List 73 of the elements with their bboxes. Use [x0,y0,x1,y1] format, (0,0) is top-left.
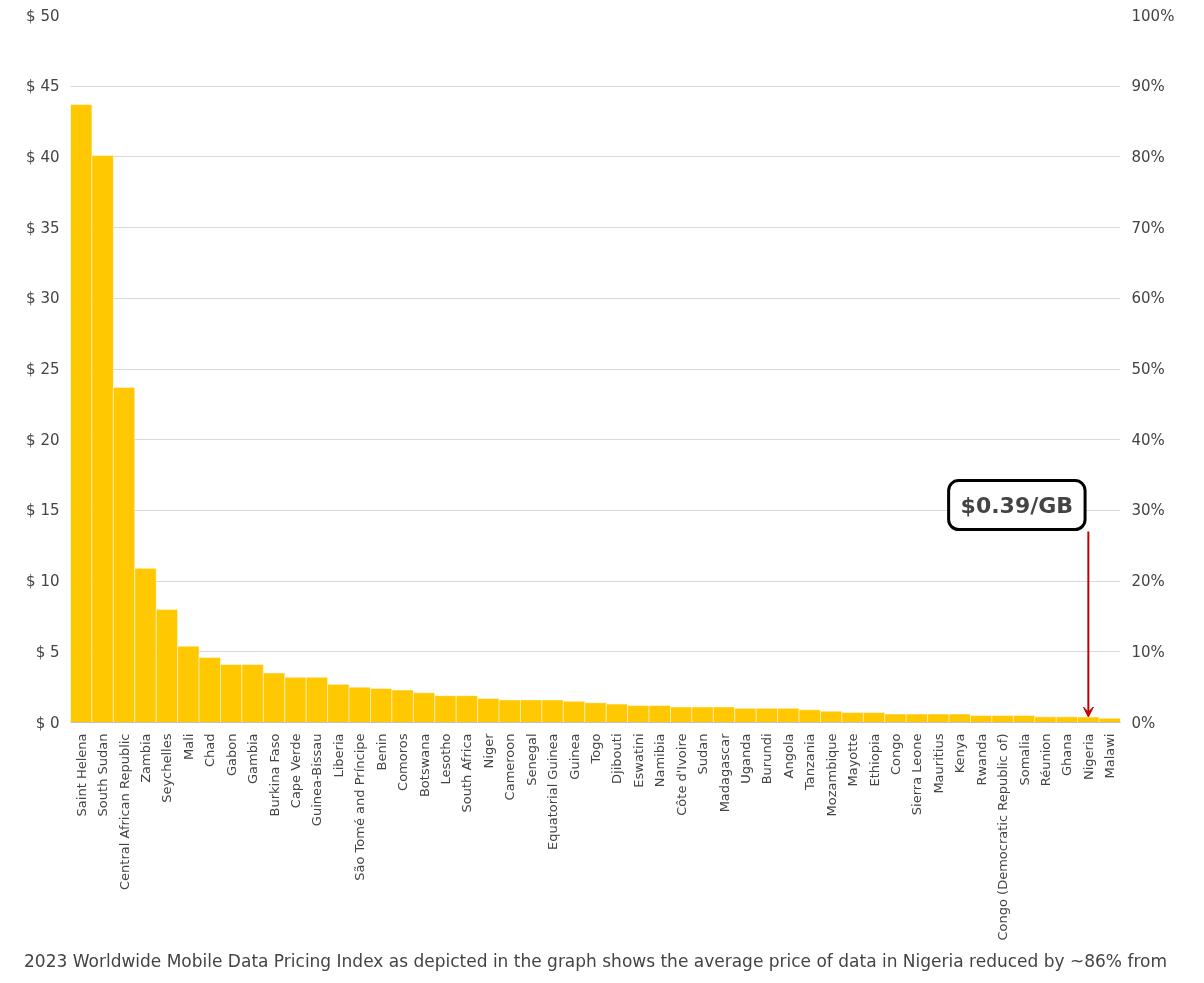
x-tick-label: Mauritius [930,733,946,794]
annotation: $0.39/GB [960,492,1074,518]
x-tick-label: Cape Verde [288,733,303,809]
x-tick-label: Comoros [395,733,411,791]
x-tick-label: Somalia [1016,733,1032,786]
x-tick-label: São Tomé and Príncipe [352,733,368,881]
y2-tick-label: 70% [1131,218,1165,237]
y2-tick-label: 80% [1131,147,1165,166]
x-tick-label: Eswatini [630,733,646,788]
x-tick-label: Congo [888,733,903,775]
y-tick-label: $ 0 [35,713,60,732]
x-tick-label: Niger [480,732,496,769]
x-tick-label: Ethiopia [866,733,882,787]
y2-tick-label: 10% [1131,642,1165,661]
y-tick-label: $ 40 [26,147,60,166]
y2-tick-label: 0% [1131,713,1156,732]
x-tick-label: Réunion [1038,733,1053,787]
x-tick-label: Tanzania [802,733,818,792]
x-tick-label: Burundi [759,733,775,785]
x-tick-label: Benin [373,733,389,771]
x-tick-label: Mali [180,733,196,760]
y2-tick-label: 60% [1131,289,1165,308]
x-tick-label: Congo (Democratic Republic of) [995,733,1011,941]
y-tick-label: $ 50 [26,6,60,25]
x-tick-label: Lesotho [438,733,453,785]
x-tick-label: Namibia [652,733,668,788]
x-tick-label: Equatorial Guinea [545,733,561,851]
x-tick-label: Kenya [952,733,968,774]
y2-tick-label: 100% [1131,6,1175,25]
y2-tick-label: 50% [1131,360,1165,378]
x-tick-label: Malawi [1102,733,1118,779]
y-tick-label: $ 15 [26,501,60,520]
x-tick-label: Cameroon [502,733,518,801]
y2-tick-label: 20% [1131,572,1165,591]
x-tick-label: South Africa [459,733,475,813]
x-tick-label: Madagascar [716,732,732,813]
y-tick-label: $ 5 [35,642,60,661]
x-tick-label: Sudan [695,733,711,775]
x-tick-label: Gabon [223,733,239,776]
y-tick-label: $ 25 [26,360,60,378]
x-tick-label: Zambia [138,733,153,783]
x-tick-label: Djibouti [609,733,625,784]
x-tick-label: Senegal [523,733,539,786]
x-tick-label: Mayotte [845,733,861,787]
x-tick-label: Central African Republic [116,733,132,890]
x-tick-label: Togo [588,733,603,765]
x-tick-label: Rwanda [973,733,989,786]
y2-tick-label: 30% [1131,501,1165,520]
y-tick-label: $ 30 [26,289,60,308]
x-tick-label: Gambia [245,733,261,785]
x-tick-label: Sierra Leone [909,733,925,816]
x-tick-label: Burkina Faso [266,733,282,817]
x-tick-label: Nigeria [1080,733,1096,781]
x-tick-label: Angola [780,733,796,779]
y2-tick-label: 40% [1131,430,1165,449]
x-tick-label: Uganda [738,733,753,784]
x-tick-label: Saint Helena [73,733,89,817]
x-tick-label: Chad [202,733,218,768]
x-tick-label: Mozambique [823,733,839,817]
x-tick-label: Ghana [1059,733,1075,776]
x-tick-label: Guinea-Bissau [309,733,325,827]
x-tick-label: Guinea [566,733,582,780]
y-tick-label: $ 20 [26,430,60,449]
y-tick-label: $ 45 [26,77,60,96]
x-tick-label: Botswana [416,733,432,798]
x-tick-label: Liberia [330,733,346,778]
text: 2023 Worldwide Mobile Data Pricing Index as depicted in the graph shows the average price of data in Nigeria reduced by ~86% from [24,950,1167,971]
x-tick-label: Côte d'Ivoire [673,733,689,816]
x-tick-label: Seychelles [159,733,175,803]
y-tick-label: $ 10 [26,572,60,591]
y2-tick-label: 90% [1131,77,1165,96]
x-tick-label: South Sudan [95,733,111,817]
y-tick-label: $ 35 [26,218,60,237]
